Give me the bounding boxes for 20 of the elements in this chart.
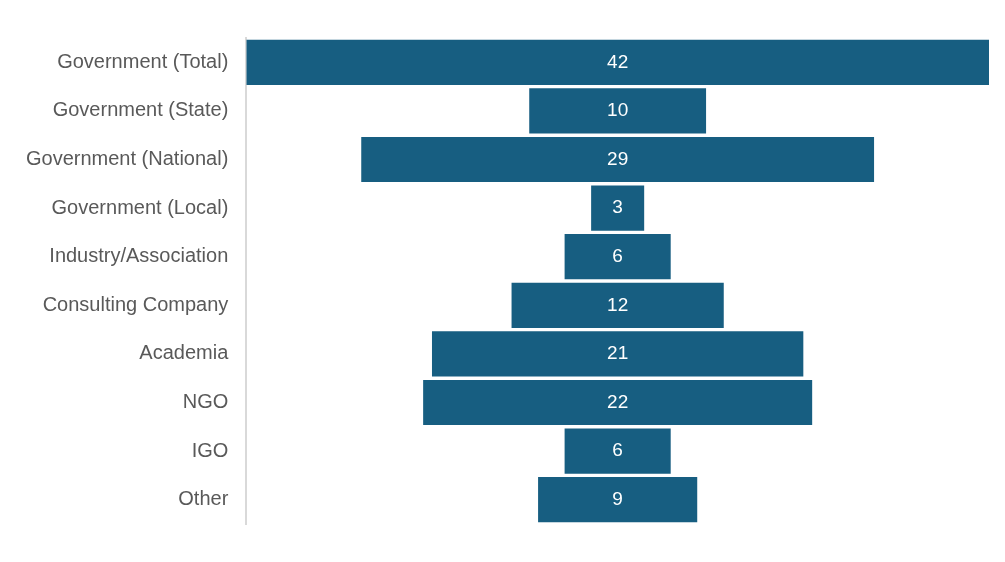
data-label: 22	[607, 390, 629, 412]
category-label: Consulting Company	[42, 292, 229, 315]
data-label: 6	[612, 244, 623, 266]
data-label: 3	[612, 196, 623, 218]
data-label: 9	[612, 487, 623, 509]
data-label: 12	[607, 293, 629, 315]
data-label: 6	[612, 439, 623, 461]
category-label: Other	[178, 487, 229, 510]
category-label: NGO	[182, 390, 229, 413]
category-label: Industry/Association	[49, 244, 229, 267]
category-label: Government (Local)	[51, 195, 229, 218]
category-label: Government (Total)	[57, 49, 229, 72]
category-label: Government (National)	[25, 147, 229, 170]
data-label: 29	[607, 147, 629, 169]
data-label: 10	[607, 99, 629, 121]
category-label: Government (State)	[52, 98, 229, 121]
category-label: Academia	[139, 341, 230, 364]
data-label: 21	[607, 342, 629, 364]
category-label: IGO	[191, 438, 229, 461]
data-label: 42	[607, 50, 629, 72]
